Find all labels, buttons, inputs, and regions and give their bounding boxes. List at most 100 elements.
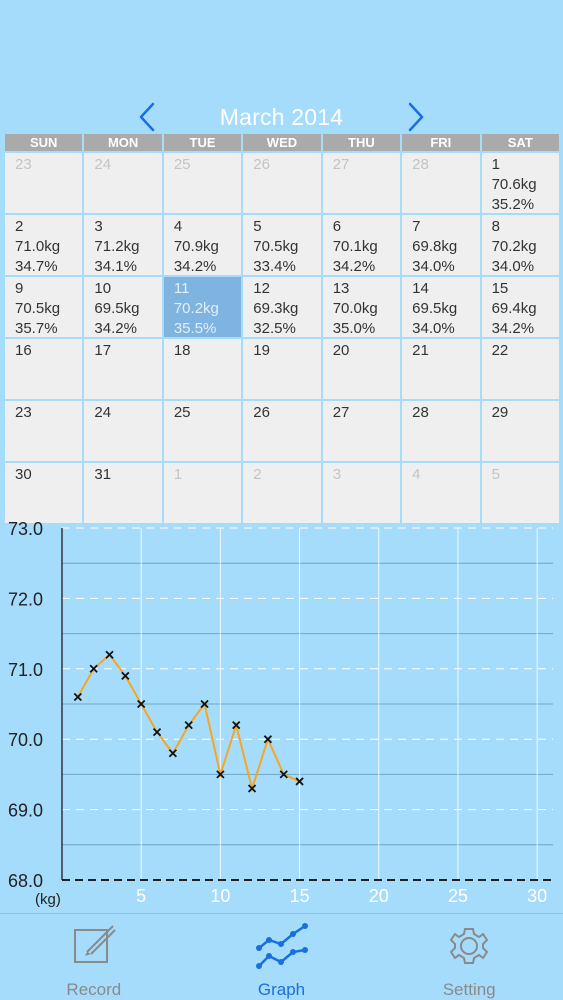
calendar-day-cell[interactable]: 17 <box>84 339 162 399</box>
calendar-day-cell[interactable]: 19 <box>243 339 321 399</box>
calendar-day-cell[interactable]: 27 <box>322 153 401 213</box>
day-body-fat: 35.2% <box>491 196 535 213</box>
day-weight: 70.5kg <box>15 300 61 317</box>
day-number: 20 <box>332 342 350 359</box>
calendar-day-cell[interactable]: 22 <box>481 339 559 399</box>
calendar-day-cell[interactable]: 5 70.5kg 33.4% <box>243 215 321 275</box>
calendar-day-cell[interactable]: 23 <box>5 153 83 213</box>
day-number: 1 <box>173 466 183 483</box>
day-number: 10 <box>94 280 112 297</box>
day-number: 31 <box>94 466 112 483</box>
pencil-square-icon <box>73 925 116 963</box>
day-body-fat: 35.0% <box>332 320 376 337</box>
calendar-day-cell[interactable]: 29 <box>481 401 559 461</box>
gear-icon <box>449 928 489 964</box>
day-number: 12 <box>253 280 270 297</box>
calendar-day-cell[interactable]: 24 <box>84 153 162 213</box>
day-weight: 71.0kg <box>15 238 61 255</box>
day-number: 1 <box>491 156 500 173</box>
calendar-day-cell[interactable]: 25 <box>163 401 242 461</box>
calendar-day-cell[interactable]: 4 <box>402 463 480 523</box>
calendar-day-cell[interactable]: 7 69.8kg 34.0% <box>402 215 480 275</box>
day-number: 17 <box>94 342 112 359</box>
calendar-day-cell[interactable]: 24 <box>84 401 162 461</box>
calendar-grid: 23 24 25 26 27 28 1 70.6kg 35.2% 2 71.0kg 34.7% 3 71.… <box>5 151 559 523</box>
data-point-marker <box>121 671 130 680</box>
calendar-day-cell[interactable]: 16 <box>5 339 83 399</box>
calendar-day-cell[interactable]: 20 <box>322 339 401 399</box>
calendar-day-cell[interactable]: 27 <box>322 401 401 461</box>
day-number: 21 <box>412 342 429 359</box>
day-body-fat: 35.5% <box>173 320 217 337</box>
tab-record[interactable]: Record <box>0 914 188 1000</box>
data-point-marker <box>73 692 82 702</box>
tab-setting[interactable]: Setting <box>375 914 563 1000</box>
calendar-day-cell[interactable]: 3 <box>322 463 401 523</box>
calendar-day-cell[interactable]: 6 70.1kg 34.2% <box>322 215 401 275</box>
calendar-day-cell[interactable]: 12 69.3kg 32.5% <box>243 277 321 337</box>
next-month-button[interactable] <box>400 100 430 134</box>
day-number: 4 <box>173 218 183 235</box>
day-number: 25 <box>173 156 191 173</box>
tab-label: Record <box>66 980 122 999</box>
day-weight: 70.1kg <box>332 238 378 255</box>
calendar-day-cell[interactable]: 23 <box>5 401 83 461</box>
calendar-day-cell[interactable]: 8 70.2kg 34.0% <box>481 215 559 275</box>
calendar-day-cell[interactable]: 13 70.0kg 35.0% <box>322 277 401 337</box>
calendar-day-cell[interactable]: 28 <box>402 153 480 213</box>
calendar-day-cell[interactable]: 1 <box>163 463 242 523</box>
day-weight: 70.2kg <box>491 238 537 255</box>
calendar-day-cell[interactable]: 26 <box>243 401 321 461</box>
day-number: 2 <box>15 218 24 235</box>
graph-icon <box>255 923 308 969</box>
calendar-day-cell[interactable]: 28 <box>402 401 480 461</box>
calendar-day-cell[interactable]: 2 71.0kg 34.7% <box>5 215 83 275</box>
day-weight: 69.5kg <box>94 300 140 317</box>
tab-graph[interactable]: Graph <box>188 914 376 1000</box>
y-tick-label: 70.0 <box>8 730 43 750</box>
calendar-day-cell[interactable]: 1 70.6kg 35.2% <box>481 153 559 213</box>
day-body-fat: 34.2% <box>94 320 137 337</box>
calendar-day-cell[interactable]: 3 71.2kg 34.1% <box>84 215 162 275</box>
calendar-day-cell[interactable]: 5 <box>481 463 559 523</box>
day-number: 26 <box>253 404 270 421</box>
calendar-day-cell[interactable]: 9 70.5kg 35.7% <box>5 277 83 337</box>
y-tick-label: 71.0 <box>8 660 43 680</box>
calendar-day-cell[interactable]: 30 <box>5 463 83 523</box>
day-number: 29 <box>491 404 509 421</box>
tab-label: Setting <box>442 980 496 999</box>
day-weight: 70.5kg <box>253 238 299 255</box>
data-point-marker <box>263 735 273 744</box>
calendar-day-cell[interactable]: 31 <box>84 463 162 523</box>
calendar-day-cell[interactable]: 10 69.5kg 34.2% <box>84 277 162 337</box>
day-weight: 69.3kg <box>253 300 299 317</box>
day-number: 13 <box>332 280 350 297</box>
calendar-day-cell[interactable]: 18 <box>163 339 242 399</box>
day-number: 2 <box>253 466 262 483</box>
calendar-day-cell[interactable]: 25 <box>163 153 242 213</box>
day-body-fat: 33.4% <box>253 258 296 275</box>
calendar-day-cell[interactable]: 2 <box>243 463 321 523</box>
calendar-day-cell[interactable]: 11 70.2kg 35.5% <box>163 277 242 337</box>
data-point-marker <box>89 664 98 673</box>
day-number: 27 <box>332 404 350 421</box>
chevron-left-icon <box>139 102 155 132</box>
day-weight: 69.8kg <box>412 238 458 255</box>
day-number: 16 <box>15 342 32 359</box>
weekday-label: THU <box>322 134 401 151</box>
calendar-day-cell[interactable]: 15 69.4kg 34.2% <box>481 277 559 337</box>
calendar-day-cell[interactable]: 4 70.9kg 34.2% <box>163 215 242 275</box>
day-body-fat: 34.0% <box>412 320 455 337</box>
calendar-day-cell[interactable]: 21 <box>402 339 480 399</box>
y-tick-label: 72.0 <box>8 589 43 609</box>
calendar-day-cell[interactable]: 26 <box>243 153 321 213</box>
calendar-day-cell[interactable]: 14 69.5kg 34.0% <box>402 277 480 337</box>
day-body-fat: 34.2% <box>491 320 535 337</box>
weekday-label: SAT <box>481 134 559 151</box>
day-number: 9 <box>15 280 24 297</box>
day-number: 28 <box>412 156 429 173</box>
day-number: 24 <box>94 404 112 421</box>
previous-month-button[interactable] <box>133 100 163 134</box>
data-point-marker <box>152 728 162 737</box>
day-number: 4 <box>412 466 421 483</box>
